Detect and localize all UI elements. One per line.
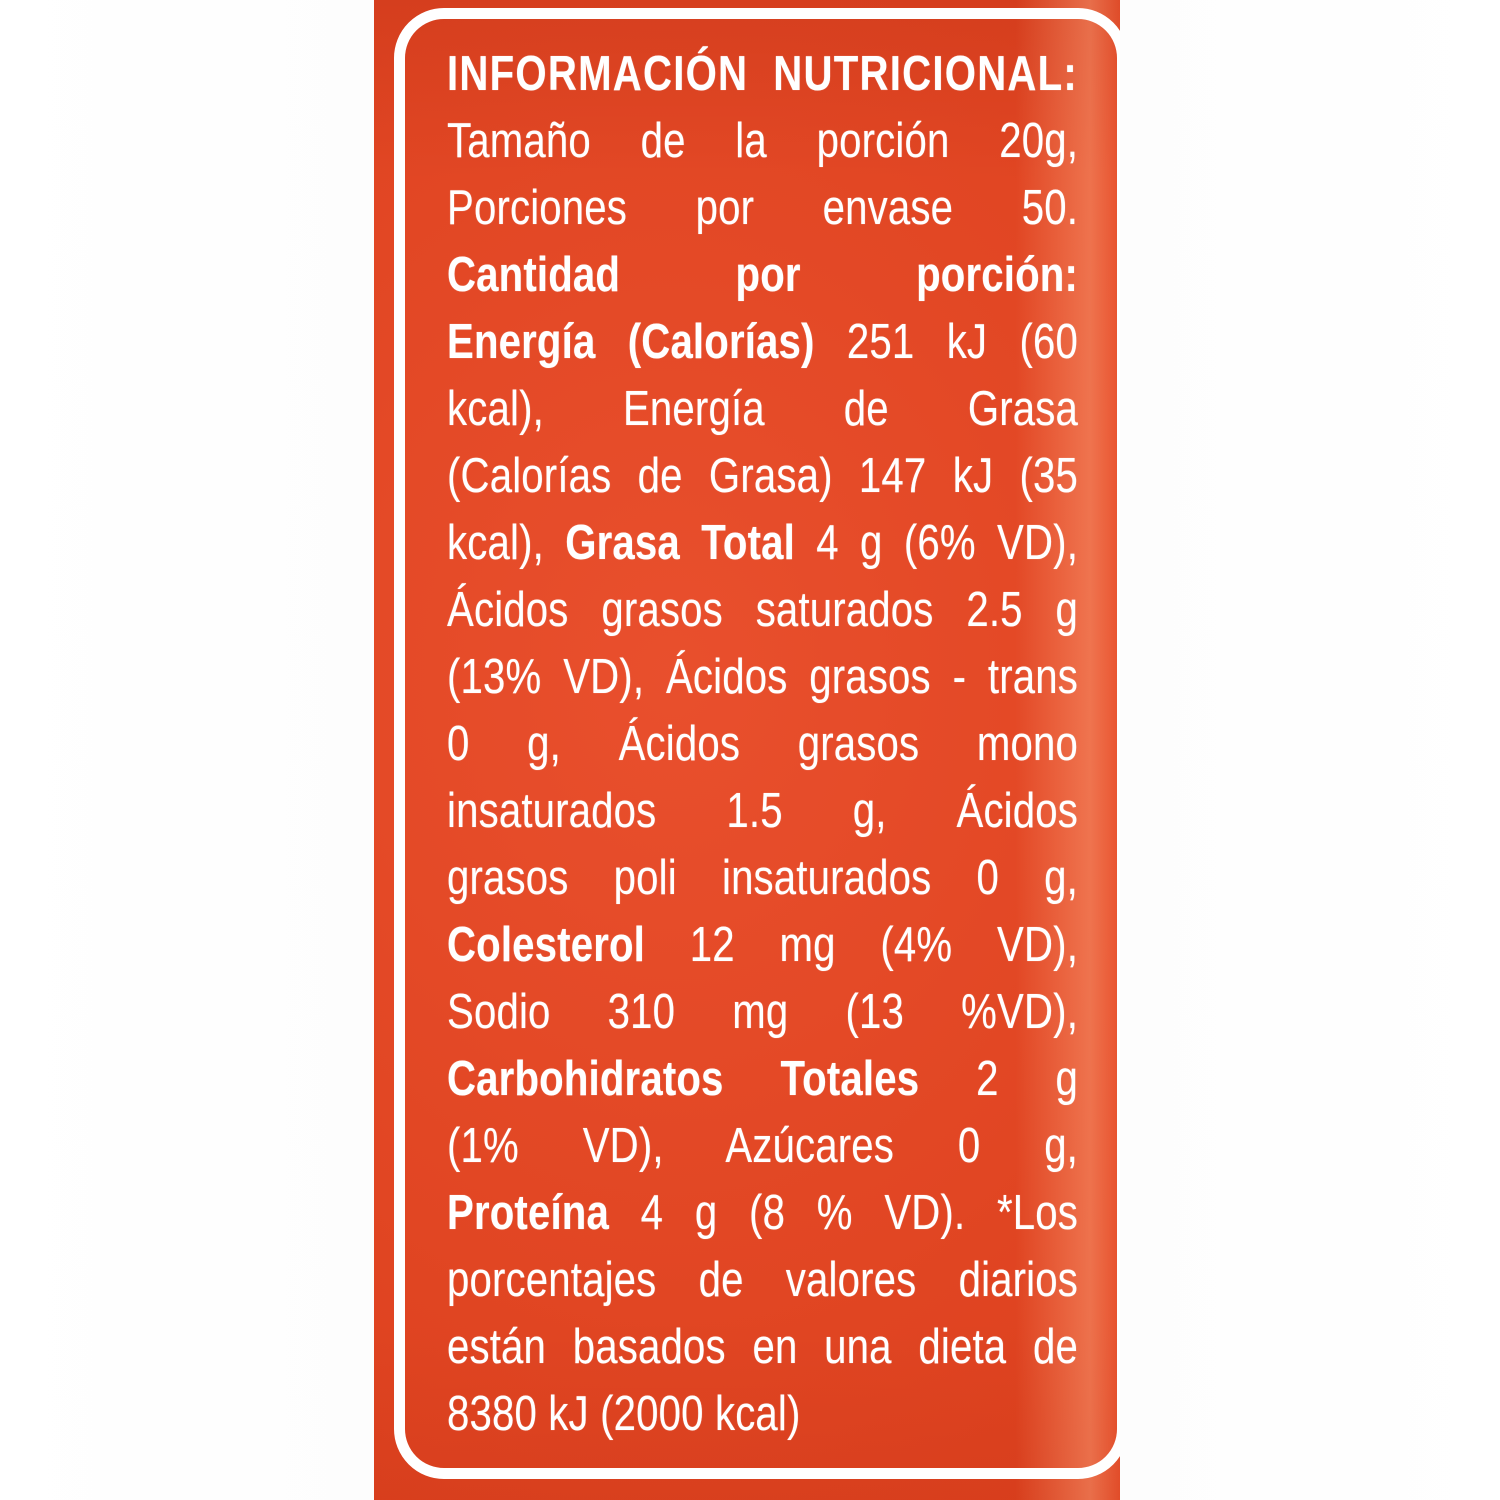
nutrient-value-text: están basados en una dieta de <box>447 1320 1079 1374</box>
nutrient-value-text: (Calorías de Grasa) 147 kJ (35 <box>447 449 1079 503</box>
label-text-line: grasos poli insaturados 0 g, <box>447 845 1078 912</box>
nutrient-value-text: 2 g <box>919 1052 1079 1106</box>
nutrition-text-block: INFORMACIÓN NUTRICIONAL: Tamaño de la por… <box>447 41 1078 1448</box>
label-text-line: Colesterol 12 mg (4% VD), <box>447 912 1078 979</box>
label-text-line: Cantidad por porción: <box>447 242 1078 309</box>
nutrient-value-text: Porciones por envase 50. <box>447 181 1079 235</box>
nutrient-value-text: 4 g (8 % VD). *Los <box>608 1186 1079 1240</box>
label-text-line: Energía (Calorías) 251 kJ (60 <box>447 309 1078 376</box>
nutrient-value-text: Sodio 310 mg (13 %VD), <box>447 985 1079 1039</box>
label-text-line: Proteína 4 g (8 % VD). *Los <box>447 1180 1078 1247</box>
nutrient-value-text: 0 g, Ácidos grasos mono <box>447 717 1079 771</box>
nutrient-value-text: kcal), Energía de Grasa <box>447 382 1079 436</box>
label-text-line: (Calorías de Grasa) 147 kJ (35 <box>447 443 1078 510</box>
label-text-line: 8380 kJ (2000 kcal) <box>447 1381 1078 1448</box>
nutrient-value-text: kcal), <box>447 516 566 570</box>
nutrient-name: Proteína <box>447 1186 609 1240</box>
nutrient-value-text: 251 kJ (60 <box>814 315 1079 369</box>
label-text-line: (13% VD), Ácidos grasos - trans <box>447 644 1078 711</box>
nutrient-name: Cantidad por porción: <box>447 248 1079 302</box>
nutrient-value-text: grasos poli insaturados 0 g, <box>447 851 1079 905</box>
label-text-line: INFORMACIÓN NUTRICIONAL: <box>447 41 1078 108</box>
label-text-line: kcal), Grasa Total 4 g (6% VD), <box>447 510 1078 577</box>
nutrient-name: Energía (Calorías) <box>447 315 815 369</box>
nutrient-name: Carbohidratos Totales <box>447 1052 920 1106</box>
nutrient-value-text: 12 mg (4% VD), <box>645 918 1079 972</box>
label-text-line: porcentajes de valores diarios <box>447 1247 1078 1314</box>
label-text-line: Carbohidratos Totales 2 g <box>447 1046 1078 1113</box>
nutrient-value-text: porcentajes de valores diarios <box>447 1253 1079 1307</box>
label-text-line: (1% VD), Azúcares 0 g, <box>447 1113 1078 1180</box>
nutrient-value-text: 4 g (6% VD), <box>794 516 1079 570</box>
nutrient-name: INFORMACIÓN NUTRICIONAL: <box>447 47 1079 101</box>
label-text-line: insaturados 1.5 g, Ácidos <box>447 778 1078 845</box>
nutrient-name: Grasa Total <box>565 516 795 570</box>
nutrient-value-text: Tamaño de la porción 20g, <box>447 114 1079 168</box>
label-text-line: 0 g, Ácidos grasos mono <box>447 711 1078 778</box>
label-text-line: Tamaño de la porción 20g, <box>447 108 1078 175</box>
label-text-line: Porciones por envase 50. <box>447 175 1078 242</box>
nutrient-value-text: (13% VD), Ácidos grasos - trans <box>447 650 1079 704</box>
nutrient-value-text: insaturados 1.5 g, Ácidos <box>447 784 1079 838</box>
nutrition-label-panel: INFORMACIÓN NUTRICIONAL: Tamaño de la por… <box>374 0 1120 1500</box>
label-text-line: Sodio 310 mg (13 %VD), <box>447 979 1078 1046</box>
label-text-line: Ácidos grasos saturados 2.5 g <box>447 577 1078 644</box>
label-text-line: están basados en una dieta de <box>447 1314 1078 1381</box>
nutrient-value-text: 8380 kJ (2000 kcal) <box>447 1387 801 1441</box>
nutrient-value-text: Ácidos grasos saturados 2.5 g <box>447 583 1079 637</box>
nutrient-value-text: (1% VD), Azúcares 0 g, <box>447 1119 1079 1173</box>
nutrient-name: Colesterol <box>447 918 646 972</box>
label-text-line: kcal), Energía de Grasa <box>447 376 1078 443</box>
